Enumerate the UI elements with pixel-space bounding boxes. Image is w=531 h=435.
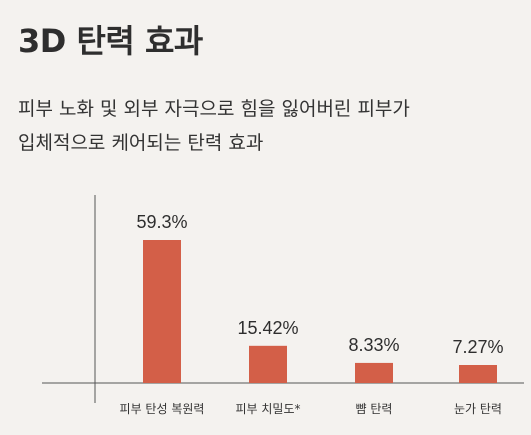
data-label-2: 15.42% [237,318,298,338]
category-label-4: 눈가 탄력 [454,402,502,416]
bar-1 [143,240,181,383]
page-title: 3D 탄력 효과 [18,22,203,60]
category-label-3: 뺨 탄력 [356,402,393,416]
bar-4 [459,365,497,383]
bar-2 [249,345,287,383]
bar-3 [355,362,393,383]
data-label-3: 8.33% [348,335,399,355]
description: 피부 노화 및 외부 자극으로 힘을 잃어버린 피부가 입체적으로 케어되는 탄… [18,92,518,160]
description-line-1: 피부 노화 및 외부 자극으로 힘을 잃어버린 피부가 [18,98,410,120]
description-line-2: 입체적으로 케어되는 탄력 효과 [18,132,264,154]
category-label-2: 피부 치밀도* [235,402,300,416]
data-label-1: 59.3% [136,212,187,232]
category-label-1: 피부 탄성 복원력 [120,402,205,416]
data-label-4: 7.27% [452,337,503,357]
chart-plot-area: 59.3% 피부 탄성 복원력 15.42% 피부 치밀도* 8.33% 뺨 탄력 7.27… [42,195,524,416]
